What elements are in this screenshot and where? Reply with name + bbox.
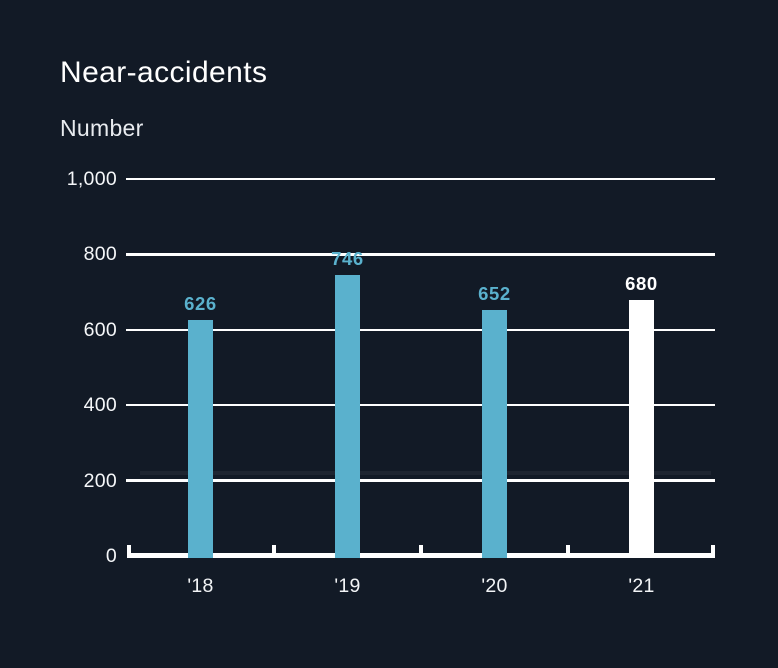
ytick-label: 600 [83, 318, 117, 341]
bar [335, 274, 360, 558]
xtick-label: '19 [334, 575, 361, 597]
bar-value-label: 652 [478, 283, 511, 305]
reference-line [140, 471, 711, 476]
ytick-label: 200 [83, 469, 117, 492]
axis-tick [272, 545, 276, 558]
bar-value-label: 746 [331, 247, 364, 269]
axis-tick [566, 545, 570, 558]
ytick-label: 800 [83, 243, 117, 266]
y-axis-unit-label: Number [60, 115, 144, 141]
xtick-label: '20 [481, 575, 508, 597]
ytick-label: 1,000 [66, 168, 117, 190]
ytick-label: 0 [105, 545, 117, 567]
gridline [126, 177, 715, 181]
xtick-label: '18 [187, 575, 214, 597]
gridline [126, 328, 715, 332]
gridline [126, 479, 715, 482]
ytick-label: 400 [83, 394, 117, 417]
bar [629, 299, 654, 558]
axis-tick [127, 545, 131, 558]
axis-tick [711, 545, 715, 558]
gridline [126, 403, 715, 407]
bar-value-label: 680 [625, 272, 658, 294]
chart-title: Near-accidents [60, 56, 268, 89]
bar [188, 319, 213, 558]
axis-tick [419, 545, 423, 558]
gridline [126, 253, 715, 256]
bar [482, 310, 507, 558]
bar-value-label: 626 [184, 292, 217, 314]
xtick-label: '21 [628, 575, 655, 597]
